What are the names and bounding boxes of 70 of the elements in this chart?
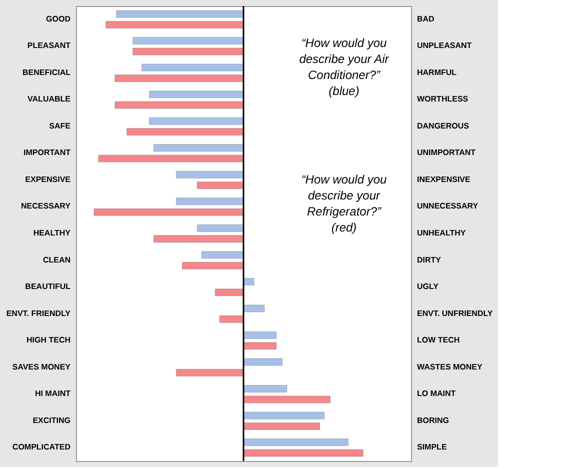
bar — [243, 332, 277, 339]
y2-tick-label: DANGEROUS — [417, 121, 470, 130]
y2-tick-label: BORING — [417, 416, 449, 425]
y2-tick-label: DIRTY — [417, 255, 442, 264]
y2-tick-label: UNPLEASANT — [417, 41, 472, 50]
bar — [219, 315, 244, 323]
bar — [126, 128, 244, 136]
y-tick-label: HEALTHY — [33, 228, 72, 238]
y-tick-label: EXPENSIVE — [25, 174, 72, 184]
bar — [243, 422, 320, 430]
bar — [243, 438, 348, 446]
y-tick-label: SAFE — [49, 121, 72, 130]
y2-tick-label: UNNECESSARY — [417, 202, 479, 211]
annotation: “How would you describe your Air Conditioner?” (blue) — [299, 36, 390, 98]
bar — [214, 288, 244, 296]
bar — [243, 304, 265, 312]
y2-tick-label: INEXPENSIVE — [417, 174, 472, 184]
y2-tick-label: ENVT. UNFRIENDLY — [417, 308, 494, 318]
y2-tick-label: WASTES MONEY — [417, 362, 484, 372]
bar — [154, 235, 244, 243]
bar — [201, 251, 244, 259]
annotation: “How would you describe your Refrigerator?” (red) — [301, 172, 388, 234]
bar — [243, 278, 254, 286]
bar — [106, 21, 244, 28]
y2-tick-label: WORTHLESS — [417, 94, 469, 104]
bar — [243, 342, 277, 350]
y-tick-label: PLEASANT — [27, 41, 71, 50]
y-tick-label: EXCITING — [32, 416, 70, 425]
bar — [243, 396, 330, 404]
y2-tick-label: SIMPLE — [417, 442, 448, 452]
bar — [149, 90, 244, 98]
y-tick-label: BEAUTIFUL — [25, 282, 71, 292]
bar — [196, 182, 244, 189]
bar — [243, 449, 364, 457]
bar — [243, 358, 283, 366]
bar — [114, 74, 244, 82]
bar — [176, 369, 244, 376]
bar — [176, 198, 244, 206]
bar — [243, 385, 288, 392]
bar — [196, 224, 244, 232]
y2-tick-label: HARMFUL — [417, 68, 457, 77]
bar — [154, 144, 244, 152]
bar — [149, 117, 244, 125]
y-tick-label: VALUABLE — [28, 94, 72, 104]
y2-tick-label: UGLY — [417, 282, 440, 292]
y-tick-label: COMPLICATED — [12, 442, 71, 452]
y-tick-label: IMPORTANT — [24, 148, 71, 158]
bar — [94, 208, 244, 216]
y-tick-label: BENEFICIAL — [22, 68, 71, 77]
y-tick-label: GOOD — [46, 14, 71, 24]
y2-tick-label: LO MAINT — [417, 389, 456, 398]
bar — [114, 101, 244, 109]
bar — [98, 154, 244, 162]
bar — [176, 170, 244, 178]
y-tick-label: NECESSARY — [21, 202, 72, 211]
y-tick-label: SAVES MONEY — [12, 362, 72, 372]
y2-tick-label: BAD — [417, 14, 435, 24]
bar — [116, 10, 244, 18]
y-tick-label: CLEAN — [42, 255, 71, 264]
bar — [132, 37, 244, 44]
y2-tick-label: UNHEALTHY — [417, 228, 466, 238]
y-tick-label: ENVT. FRIENDLY — [6, 308, 72, 318]
bar — [182, 262, 244, 270]
bar — [132, 48, 244, 56]
y-tick-label: HIGH TECH — [26, 336, 71, 345]
y-tick-label: HI MAINT — [34, 389, 71, 398]
bar — [142, 64, 244, 72]
y2-tick-label: LOW TECH — [417, 336, 460, 345]
bar — [243, 412, 324, 420]
y2-tick-label: UNIMPORTANT — [417, 148, 476, 158]
